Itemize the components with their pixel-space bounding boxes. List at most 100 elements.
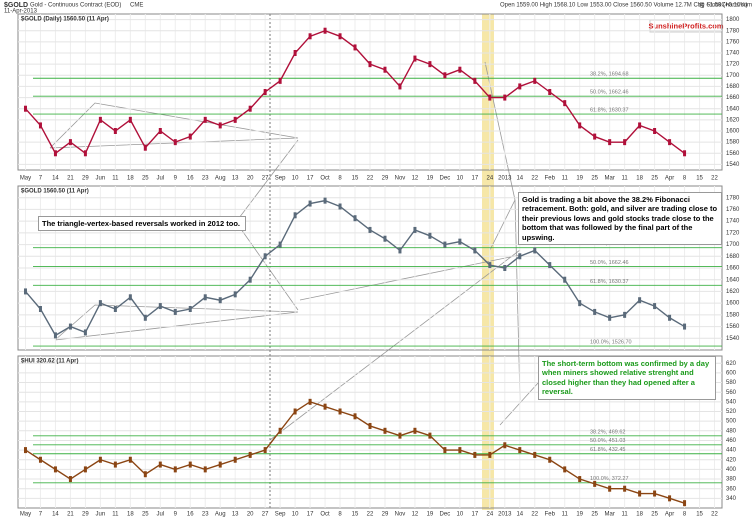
x-tick-label: 25 (591, 512, 598, 518)
x-tick-label: 22 (531, 176, 538, 182)
price-bar (158, 461, 162, 468)
x-tick-label: Oct (320, 512, 330, 518)
price-bar (608, 314, 612, 321)
x-tick-label: Mar (604, 512, 614, 518)
fib-label: 61.8%, 432.45 (590, 447, 625, 453)
x-tick-label: May (20, 512, 31, 518)
highlight-band (482, 14, 494, 510)
y-tick-label: 1680 (726, 254, 740, 260)
price-bar (173, 466, 177, 473)
x-tick-label: 2013 (498, 512, 512, 518)
y-tick-label: 1540 (726, 162, 740, 168)
date: 11-Apr-2013 (4, 9, 38, 15)
annotation-lines (49, 61, 549, 441)
price-bar (653, 303, 657, 310)
price-bar (53, 332, 57, 339)
x-tick-label: 18 (127, 176, 134, 182)
x-tick-label: Mar (604, 176, 614, 182)
price-bar (473, 77, 477, 84)
x-tick-label: 29 (82, 512, 89, 518)
x-tick-label: 22 (531, 512, 538, 518)
price-bar (608, 485, 612, 492)
price-bar (398, 432, 402, 439)
x-tick-label: Apr (665, 176, 674, 182)
x-tick-label: 19 (427, 512, 434, 518)
x-tick-label: 24 (486, 512, 493, 518)
annotation: The short-term bottom was confirmed by a… (538, 356, 716, 400)
price-bar (473, 451, 477, 458)
y-tick-label: 1720 (726, 230, 740, 236)
price-bar (638, 490, 642, 497)
price-bar (23, 447, 27, 454)
price-bar (68, 323, 72, 330)
price-bar (143, 471, 147, 478)
y-tick-label: 1640 (726, 106, 740, 112)
price-bar (323, 27, 327, 34)
y-tick-label: 1560 (726, 324, 740, 330)
price-bar (188, 461, 192, 468)
price-bar (353, 215, 357, 222)
x-tick-label: 7 (39, 512, 43, 518)
x-tick-label: 20 (247, 512, 254, 518)
x-tick-label: 10 (292, 512, 299, 518)
price-bar (593, 308, 597, 315)
x-tick-label: 13 (232, 176, 239, 182)
price-bar (83, 466, 87, 473)
annotation: Gold is trading a bit above the 38.2% Fi… (518, 192, 722, 245)
x-tick-label: 24 (486, 176, 493, 182)
y-tick-label: 1600 (726, 301, 740, 307)
price-bar (428, 432, 432, 439)
y-tick-label: 1780 (726, 195, 740, 201)
x-tick-label: 15 (352, 512, 359, 518)
x-tick-label: 11 (562, 176, 569, 182)
price-bar (683, 500, 687, 507)
x-tick-label: 11 (112, 176, 119, 182)
price-bar (278, 241, 282, 248)
price-bar (428, 232, 432, 239)
y-tick-label: 1740 (726, 51, 740, 57)
x-tick-label: 23 (202, 512, 209, 518)
price-bar (203, 294, 207, 301)
y-tick-label: 420 (726, 457, 737, 463)
price-bar (293, 408, 297, 415)
price-bar (488, 451, 492, 458)
price-bar (308, 398, 312, 405)
x-tick-label: 19 (576, 512, 583, 518)
x-tick-label: 12 (412, 176, 419, 182)
panel-title: $GOLD 1560.50 (11 Apr) (21, 189, 89, 195)
x-tick-label: 25 (142, 176, 149, 182)
price-bar (608, 139, 612, 146)
y-tick-label: 440 (726, 448, 737, 454)
price-bar (158, 303, 162, 310)
x-tick-label: 22 (367, 512, 374, 518)
price-bar (248, 451, 252, 458)
price-bar (563, 276, 567, 283)
fib-label: 100.0%, 1526.70 (590, 340, 632, 346)
y-tick-label: 560 (726, 390, 737, 396)
x-tick-label: 18 (636, 512, 643, 518)
y-tick-label: 1560 (726, 151, 740, 157)
price-bar (113, 461, 117, 468)
x-tick-label: 19 (427, 176, 434, 182)
price-bar (593, 133, 597, 140)
price-bar (323, 197, 327, 204)
x-tick-label: 11 (622, 176, 629, 182)
logo: SunshineProfits.com (648, 21, 723, 30)
price-bar (233, 291, 237, 298)
price-bar (653, 128, 657, 134)
price-bar (668, 495, 672, 502)
x-tick-label: 20 (247, 176, 254, 182)
price-bar (68, 476, 72, 483)
price-bar (443, 241, 447, 248)
price-bar (248, 105, 252, 112)
y-tick-label: 1700 (726, 73, 740, 79)
price-bar (98, 116, 102, 123)
panel-title: $GOLD (Daily) 1560.50 (11 Apr) (21, 17, 109, 23)
x-tick-label: 12 (412, 512, 419, 518)
price-bar (503, 265, 507, 271)
x-tick-label: 14 (52, 512, 59, 518)
y-tick-label: 1660 (726, 266, 740, 272)
y-tick-label: 580 (726, 380, 737, 386)
